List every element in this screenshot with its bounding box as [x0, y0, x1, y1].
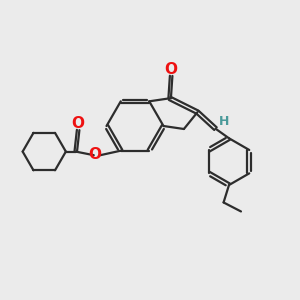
Text: O: O: [72, 116, 85, 131]
Text: O: O: [165, 62, 178, 77]
Text: O: O: [88, 147, 101, 162]
Text: H: H: [219, 115, 229, 128]
